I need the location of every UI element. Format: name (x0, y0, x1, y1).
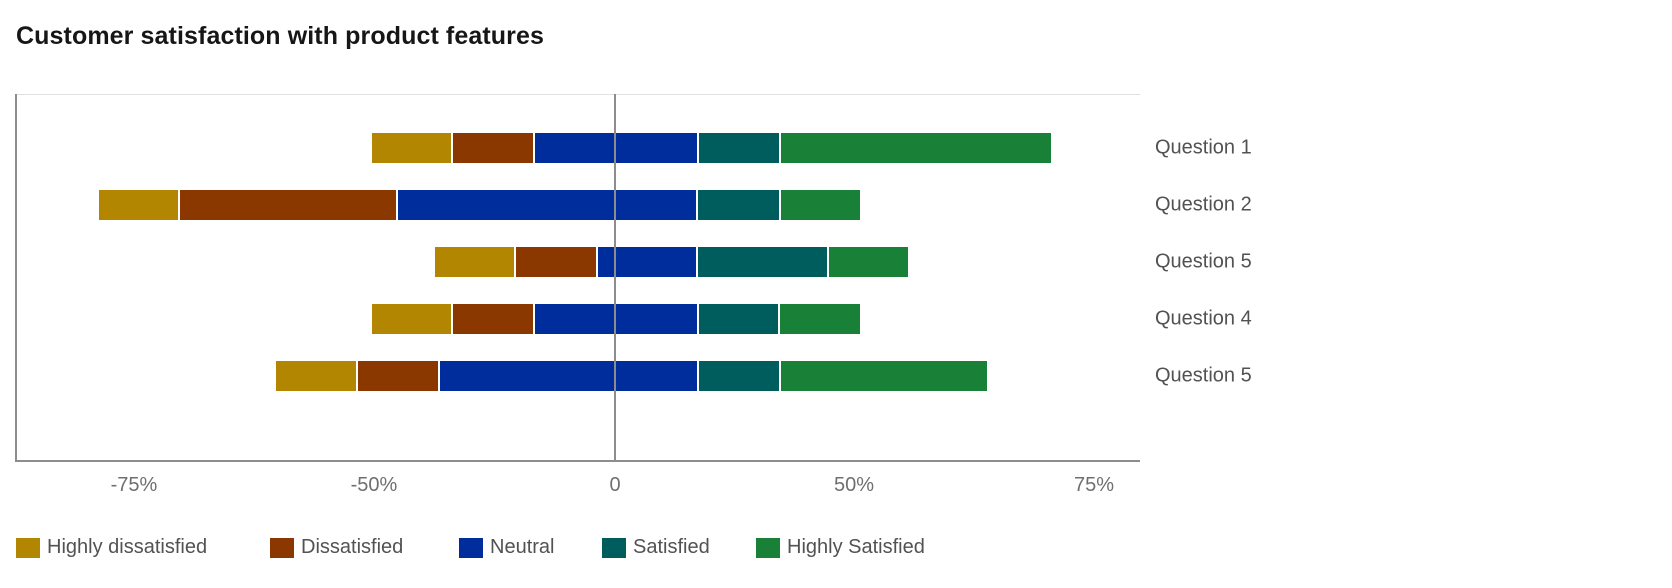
bar-segment-highly_satisfied[interactable] (828, 247, 909, 277)
legend-swatch-highly_dissatisfied (16, 537, 40, 558)
x-tick-label: 0 (609, 474, 621, 496)
bar-segment-highly_satisfied[interactable] (780, 133, 1052, 163)
bar-segment-dissatisfied[interactable] (452, 304, 534, 334)
bar-segment-highly_dissatisfied[interactable] (98, 190, 179, 220)
bar-segment-highly_satisfied[interactable] (779, 304, 861, 334)
bar-segment-highly_dissatisfied[interactable] (275, 361, 357, 391)
y-axis-line (15, 94, 17, 460)
legend-item-dissatisfied[interactable]: Dissatisfied (270, 536, 403, 559)
bar-segment-dissatisfied[interactable] (515, 247, 597, 277)
bar-segment-dissatisfied[interactable] (357, 361, 439, 391)
legend-label: Neutral (490, 536, 555, 558)
bar-segment-neutral[interactable] (397, 190, 697, 220)
bar-segment-satisfied[interactable] (698, 361, 780, 391)
legend-swatch-satisfied (602, 537, 626, 558)
bar-segment-satisfied[interactable] (698, 133, 780, 163)
row-label: Question 1 (1155, 136, 1252, 159)
legend-item-satisfied[interactable]: Satisfied (602, 536, 710, 559)
x-tick-label: -75% (110, 474, 158, 496)
legend-label: Satisfied (633, 536, 710, 558)
bar-segment-satisfied[interactable] (698, 304, 779, 334)
legend-label: Highly dissatisfied (47, 536, 208, 558)
legend-label: Dissatisfied (301, 536, 404, 558)
x-tick-label: 75% (1073, 474, 1115, 496)
bar-segment-neutral[interactable] (534, 304, 698, 334)
bar-segment-highly_dissatisfied[interactable] (371, 133, 452, 163)
bar-segment-dissatisfied[interactable] (452, 133, 534, 163)
row-label: Question 4 (1155, 307, 1252, 330)
bar-segment-dissatisfied[interactable] (179, 190, 397, 220)
bar-row (0, 304, 1672, 334)
legend-item-highly_satisfied[interactable]: Highly Satisfied (756, 536, 925, 559)
legend-item-highly_dissatisfied[interactable]: Highly dissatisfied (16, 536, 207, 559)
bar-row (0, 190, 1672, 220)
bar-segment-highly_satisfied[interactable] (780, 190, 861, 220)
x-tick-label: 50% (833, 474, 875, 496)
bar-segment-highly_satisfied[interactable] (780, 361, 988, 391)
bar-row (0, 247, 1672, 277)
legend-label: Highly Satisfied (787, 536, 925, 558)
chart-title: Customer satisfaction with product featu… (16, 22, 544, 50)
x-axis-line (15, 460, 1140, 462)
bar-segment-highly_dissatisfied[interactable] (371, 304, 452, 334)
zero-baseline (614, 94, 616, 460)
row-label: Question 5 (1155, 250, 1252, 273)
bar-segment-satisfied[interactable] (697, 190, 780, 220)
x-tick-label: -50% (350, 474, 398, 496)
legend-item-neutral[interactable]: Neutral (459, 536, 554, 559)
bar-row (0, 133, 1672, 163)
row-label: Question 2 (1155, 193, 1252, 216)
legend-swatch-dissatisfied (270, 537, 294, 558)
bar-segment-neutral[interactable] (439, 361, 698, 391)
legend-swatch-neutral (459, 537, 483, 558)
bar-segment-neutral[interactable] (597, 247, 697, 277)
plot-top-border (16, 94, 1140, 95)
legend-swatch-highly_satisfied (756, 537, 780, 558)
row-label: Question 5 (1155, 364, 1252, 387)
bar-row (0, 361, 1672, 391)
bar-segment-highly_dissatisfied[interactable] (434, 247, 515, 277)
bar-segment-satisfied[interactable] (697, 247, 828, 277)
bar-segment-neutral[interactable] (534, 133, 698, 163)
